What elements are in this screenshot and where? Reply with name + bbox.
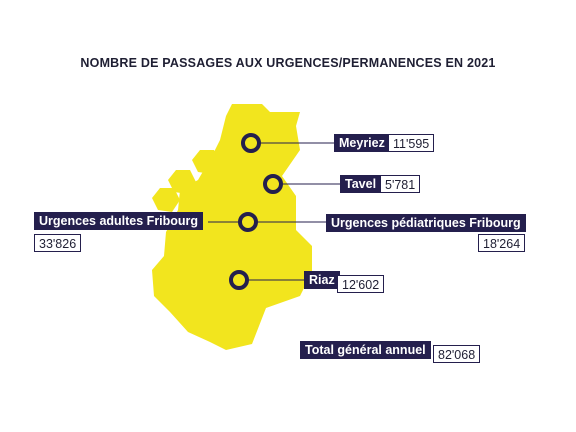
- site-value-meyriez: 11'595: [388, 134, 435, 152]
- marker-fribourg: [238, 212, 258, 232]
- site-markers: [229, 133, 283, 290]
- total-label: Total général annuel: [300, 341, 431, 359]
- site-label-riaz: Riaz: [304, 271, 340, 289]
- site-value-riaz: 12'602: [337, 275, 385, 293]
- marker-riaz: [229, 270, 249, 290]
- total-value: 82'068: [433, 345, 481, 363]
- site-value-tavel: 5'781: [380, 175, 421, 193]
- marker-tavel: [263, 174, 283, 194]
- site-label-tavel: Tavel: [340, 175, 382, 193]
- marker-meyriez: [241, 133, 261, 153]
- site-label-pediatriques-fribourg: Urgences pédiatriques Fribourg: [326, 214, 526, 232]
- leader-lines: [208, 142, 340, 281]
- site-label-meyriez: Meyriez: [334, 134, 390, 152]
- site-value-pediatriques-fribourg: 18'264: [478, 234, 526, 252]
- site-value-adultes-fribourg: 33'826: [34, 234, 82, 252]
- page-title: NOMBRE DE PASSAGES AUX URGENCES/PERMANEN…: [80, 56, 496, 70]
- site-label-adultes-fribourg: Urgences adultes Fribourg: [34, 212, 204, 230]
- region-shape: [152, 104, 312, 350]
